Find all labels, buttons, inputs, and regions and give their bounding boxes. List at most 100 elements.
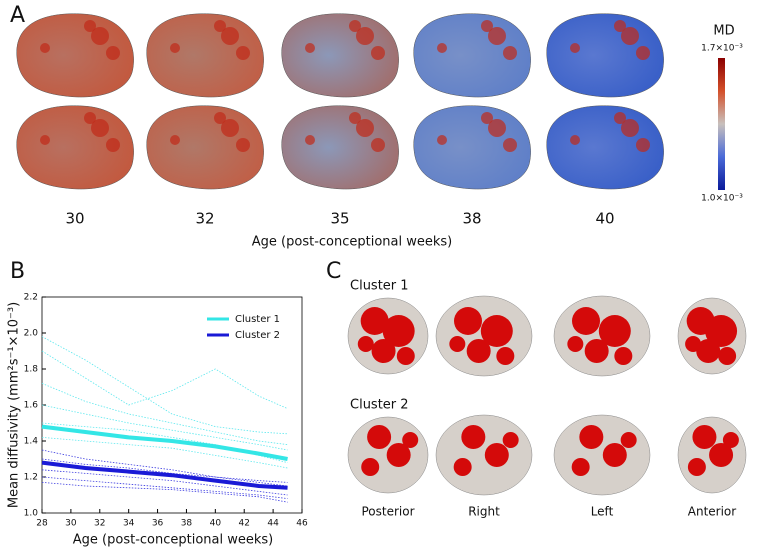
- brain-patch: [718, 347, 737, 365]
- brain-patch: [454, 307, 482, 335]
- brain-patch: [692, 425, 717, 449]
- individual-curve: [41, 383, 288, 445]
- legend-label: Cluster 2: [235, 330, 280, 341]
- individual-curve: [41, 404, 288, 451]
- brain-patch: [382, 315, 415, 347]
- colorbar-min: 1.0×10⁻³: [701, 194, 743, 204]
- individual-curve: [41, 482, 288, 503]
- individual-curve: [41, 336, 288, 435]
- brain-patch: [214, 20, 226, 32]
- brain-patch: [91, 119, 109, 137]
- brain-patch: [503, 138, 517, 152]
- brain-patch: [496, 347, 515, 365]
- brain-patch: [84, 112, 96, 124]
- y-tick-label: 1.0: [24, 509, 39, 519]
- brain-patch: [488, 119, 506, 137]
- brain-patch: [453, 458, 472, 476]
- brain-patch: [502, 432, 519, 448]
- age-label: 30: [65, 210, 84, 228]
- brain-patch: [614, 112, 626, 124]
- y-tick-label: 1.6: [24, 401, 39, 411]
- brain-patch: [84, 20, 96, 32]
- brain-patch: [503, 46, 517, 60]
- brain-patch: [461, 425, 486, 449]
- x-tick-label: 46: [296, 519, 308, 529]
- legend-label: Cluster 1: [235, 314, 280, 325]
- individual-curve: [41, 350, 288, 409]
- brain-patch: [584, 339, 609, 363]
- brain-patch: [602, 443, 627, 467]
- x-tick-label: 44: [267, 519, 279, 529]
- age-label: 35: [330, 210, 349, 228]
- x-tick-label: 38: [181, 519, 193, 529]
- brain-patch: [236, 138, 250, 152]
- brain-patch: [722, 432, 739, 448]
- x-tick-label: 40: [210, 519, 222, 529]
- view-label: Posterior: [361, 505, 414, 519]
- brain-patch: [91, 27, 109, 45]
- brain-patch: [40, 135, 50, 145]
- y-tick-label: 2.2: [24, 293, 38, 303]
- brain-patch: [696, 339, 721, 363]
- brain-patch: [614, 20, 626, 32]
- individual-curve: [41, 449, 288, 487]
- brain: [435, 414, 533, 496]
- individual-curve: [41, 476, 288, 499]
- colorbar: [718, 58, 725, 190]
- brain-patch: [305, 135, 315, 145]
- age-label: 38: [462, 210, 481, 228]
- brain-patch: [106, 46, 120, 60]
- brain-patch: [221, 27, 239, 45]
- brain-patch: [449, 336, 466, 352]
- x-tick-label: 32: [94, 519, 105, 529]
- brain-patch: [357, 336, 374, 352]
- brain: [553, 414, 651, 496]
- brain-patch: [466, 339, 491, 363]
- brain-patch: [687, 458, 706, 476]
- brain-patch: [567, 336, 584, 352]
- brain-patch: [402, 432, 419, 448]
- view-label: Left: [591, 505, 614, 519]
- brain-patch: [437, 135, 447, 145]
- brain-patch: [170, 135, 180, 145]
- brain-patch: [598, 315, 631, 347]
- x-axis-label: Age (post-conceptional weeks): [73, 533, 273, 548]
- colorbar-max: 1.7×10⁻³: [701, 44, 743, 54]
- age-label: 32: [195, 210, 214, 228]
- brain-patch: [40, 43, 50, 53]
- individual-curve: [41, 422, 288, 463]
- brain-patch: [685, 336, 702, 352]
- brain-patch: [371, 339, 396, 363]
- brain-patch: [349, 112, 361, 124]
- colorbar-title: MD: [713, 24, 734, 39]
- x-tick-label: 28: [36, 519, 48, 529]
- brain-patch: [360, 307, 389, 335]
- panel-letter: B: [10, 259, 25, 284]
- brain-patch: [221, 119, 239, 137]
- row-label: Cluster 2: [350, 398, 409, 413]
- y-tick-label: 1.4: [24, 437, 39, 447]
- brain-patch: [236, 46, 250, 60]
- x-tick-label: 30: [65, 519, 77, 529]
- brain-patch: [621, 119, 639, 137]
- view-label: Anterior: [688, 505, 737, 519]
- brain-patch: [636, 138, 650, 152]
- brain-patch: [356, 119, 374, 137]
- brain-patch: [579, 425, 604, 449]
- brain-patch: [386, 443, 411, 467]
- mean-curve: [41, 460, 288, 490]
- brain-patch: [367, 425, 392, 449]
- brain-patch: [106, 138, 120, 152]
- brain-patch: [636, 46, 650, 60]
- y-tick-label: 2.0: [24, 329, 39, 339]
- brain-patch: [484, 443, 509, 467]
- brain-patch: [361, 458, 380, 476]
- brain-patch: [709, 443, 734, 467]
- brain-patch: [705, 315, 738, 347]
- brain-patch: [371, 46, 385, 60]
- panel-letter: A: [10, 3, 25, 28]
- brain-patch: [480, 315, 513, 347]
- y-axis-label: Mean diffusivity (mm²s⁻¹×10⁻³): [7, 302, 22, 508]
- brain-patch: [214, 112, 226, 124]
